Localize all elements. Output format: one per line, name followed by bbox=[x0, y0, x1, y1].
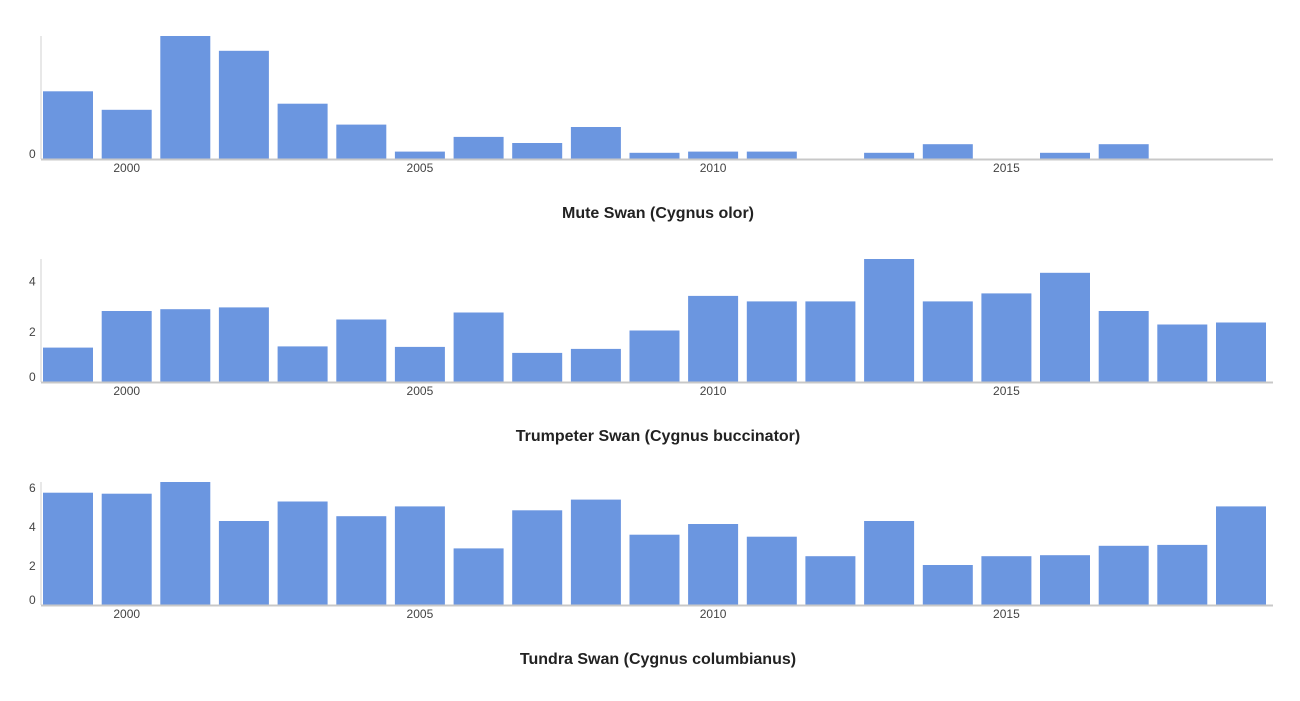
tundra-swan-x-tick-label: 2010 bbox=[700, 607, 727, 621]
trumpeter-swan-bar-2013 bbox=[864, 259, 915, 382]
tundra-swan-bar-2011 bbox=[746, 536, 797, 605]
tundra-swan-bar-2006 bbox=[453, 548, 504, 605]
trumpeter-swan-bar-2007 bbox=[512, 352, 563, 382]
mute-swan-x-tick-label: 2000 bbox=[113, 161, 140, 175]
tundra-swan-bar-2018 bbox=[1157, 544, 1208, 605]
mute-swan-bar-2000 bbox=[101, 109, 152, 159]
mute-swan-bar-2016 bbox=[1040, 152, 1090, 159]
mute-swan-bar-2003 bbox=[277, 103, 328, 159]
mute-swan-bar-1999 bbox=[43, 91, 93, 159]
mute-swan-x-tick-label: 2010 bbox=[700, 161, 727, 175]
tundra-swan-chart-title: Tundra Swan (Cygnus columbianus) bbox=[520, 651, 796, 668]
tundra-swan-bar-2017 bbox=[1098, 545, 1149, 605]
tundra-swan-bar-2007 bbox=[512, 510, 563, 605]
mute-swan-y-tick-label: 0 bbox=[29, 147, 36, 161]
trumpeter-swan-x-tick-label: 2000 bbox=[113, 384, 140, 398]
trumpeter-swan-y-tick-label: 4 bbox=[29, 275, 36, 289]
tundra-swan-y-tick-label: 6 bbox=[29, 481, 36, 495]
tundra-swan-bar-2014 bbox=[922, 565, 973, 605]
trumpeter-swan-bar-2003 bbox=[277, 346, 328, 382]
trumpeter-swan-bar-2015 bbox=[981, 293, 1032, 382]
trumpeter-swan-bar-2006 bbox=[453, 312, 504, 382]
tundra-swan-bar-2015 bbox=[981, 556, 1032, 605]
trumpeter-swan-y-tick-label: 0 bbox=[29, 370, 36, 384]
tundra-swan-bar-2003 bbox=[277, 501, 328, 605]
mute-swan-bar-2011 bbox=[746, 151, 797, 159]
mute-swan-x-tick-label: 2015 bbox=[993, 161, 1020, 175]
mute-swan-x-tick-label: 2005 bbox=[407, 161, 434, 175]
trumpeter-swan-bar-2016 bbox=[1040, 272, 1090, 382]
trumpeter-swan-bar-2018 bbox=[1157, 324, 1208, 382]
mute-swan-bar-2007 bbox=[512, 143, 563, 159]
trumpeter-swan-bar-2001 bbox=[160, 309, 211, 382]
tundra-swan-bar-2009 bbox=[629, 534, 680, 605]
trumpeter-swan-bar-2014 bbox=[922, 301, 973, 382]
mute-swan-chart: 0 2000 2005 2010 2015 Mute Swan (Cygnus olor) bbox=[29, 36, 1273, 222]
mute-swan-bar-2008 bbox=[570, 127, 621, 159]
tundra-swan-y-tick-label: 2 bbox=[29, 559, 36, 573]
trumpeter-swan-bar-2005 bbox=[394, 346, 445, 382]
tundra-swan-bar-2008 bbox=[570, 499, 621, 605]
mute-swan-bar-2014 bbox=[922, 144, 973, 159]
tundra-swan-y-tick-label: 0 bbox=[29, 593, 36, 607]
trumpeter-swan-bar-1999 bbox=[43, 347, 93, 382]
trumpeter-swan-bar-2010 bbox=[688, 295, 739, 382]
mute-swan-bar-2001 bbox=[160, 36, 211, 159]
tundra-swan-bar-2005 bbox=[394, 506, 445, 605]
tundra-swan-bar-1999 bbox=[43, 492, 93, 605]
mute-swan-bar-2006 bbox=[453, 136, 504, 159]
mute-swan-bar-2010 bbox=[688, 151, 739, 159]
trumpeter-swan-bar-2011 bbox=[746, 301, 797, 382]
mute-swan-chart-title: Mute Swan (Cygnus olor) bbox=[562, 205, 754, 222]
trumpeter-swan-bar-2017 bbox=[1098, 311, 1149, 382]
tundra-swan-bar-2002 bbox=[218, 521, 269, 605]
trumpeter-swan-chart: 0 2 4 2000 2005 2010 2015 Trumpeter Swan (Cygnu… bbox=[29, 259, 1273, 445]
tundra-swan-bar-2016 bbox=[1040, 555, 1090, 605]
tundra-swan-y-tick-label: 4 bbox=[29, 520, 36, 534]
trumpeter-swan-x-tick-label: 2010 bbox=[700, 384, 727, 398]
trumpeter-swan-y-tick-label: 2 bbox=[29, 325, 36, 339]
tundra-swan-bar-2000 bbox=[101, 493, 152, 605]
tundra-swan-bar-2001 bbox=[160, 482, 211, 605]
tundra-swan-x-tick-label: 2005 bbox=[407, 607, 434, 621]
trumpeter-swan-bar-2000 bbox=[101, 311, 152, 382]
tundra-swan-bar-2004 bbox=[336, 516, 387, 605]
tundra-swan-bar-2010 bbox=[688, 524, 739, 605]
mute-swan-bar-2004 bbox=[336, 124, 387, 159]
tundra-swan-bar-2019 bbox=[1216, 506, 1266, 605]
trumpeter-swan-bar-2004 bbox=[336, 319, 387, 382]
trumpeter-swan-x-tick-label: 2005 bbox=[407, 384, 434, 398]
trumpeter-swan-chart-title: Trumpeter Swan (Cygnus buccinator) bbox=[516, 428, 800, 445]
tundra-swan-bar-2013 bbox=[864, 521, 915, 605]
trumpeter-swan-x-tick-label: 2015 bbox=[993, 384, 1020, 398]
mute-swan-bar-2002 bbox=[218, 50, 269, 159]
mute-swan-bar-2009 bbox=[629, 152, 680, 159]
tundra-swan-bar-2012 bbox=[805, 556, 856, 605]
trumpeter-swan-bar-2008 bbox=[570, 348, 621, 382]
tundra-swan-x-tick-label: 2000 bbox=[113, 607, 140, 621]
tundra-swan-x-tick-label: 2015 bbox=[993, 607, 1020, 621]
trumpeter-swan-bar-2009 bbox=[629, 330, 680, 382]
trumpeter-swan-bar-2019 bbox=[1216, 322, 1266, 382]
trumpeter-swan-bar-2002 bbox=[218, 307, 269, 382]
mute-swan-bar-2005 bbox=[394, 151, 445, 159]
tundra-swan-chart: 0 2 4 6 2000 2005 2010 2015 Tundra Swan (Cygnus … bbox=[29, 481, 1273, 668]
mute-swan-bar-2013 bbox=[864, 152, 915, 159]
mute-swan-bar-2017 bbox=[1098, 144, 1149, 159]
trumpeter-swan-bar-2012 bbox=[805, 301, 856, 382]
